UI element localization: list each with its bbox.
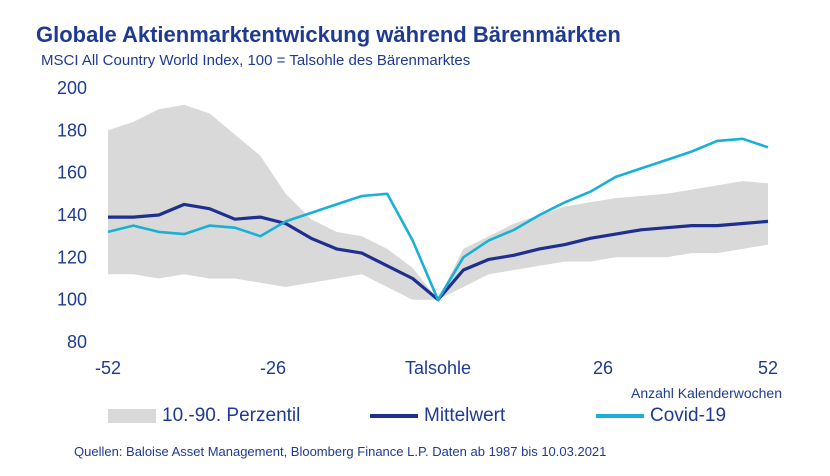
x-tick-label: -52 <box>95 358 121 378</box>
x-tick-label: Talsohle <box>405 358 471 378</box>
legend-item-band: 10.-90. Perzentil <box>108 405 300 427</box>
x-tick-label: 52 <box>758 358 778 378</box>
percentile-band-area <box>108 104 768 300</box>
source-note: Quellen: Baloise Asset Management, Bloom… <box>74 444 607 459</box>
legend-item-covid: Covid-19 <box>596 405 726 427</box>
y-tick-label: 140 <box>57 205 87 225</box>
x-tick-label: 26 <box>593 358 613 378</box>
legend-covid-label: Covid-19 <box>650 405 727 426</box>
covid-line <box>107 137 769 302</box>
y-tick-label: 160 <box>57 163 87 183</box>
y-tick-label: 120 <box>57 247 87 267</box>
series-lines-layer <box>107 137 769 302</box>
chart-title: Globale Aktienmarktentwickung während Bä… <box>36 22 621 47</box>
x-axis-label: Anzahl Kalenderwochen <box>631 385 782 401</box>
y-axis-ticks: 80 100 120 140 160 180 200 <box>57 78 87 352</box>
legend-mean-swatch <box>370 414 418 418</box>
legend-covid-swatch <box>596 414 644 418</box>
x-tick-label: -26 <box>260 358 286 378</box>
legend-mean-label: Mittelwert <box>424 405 506 426</box>
legend-band-label: 10.-90. Perzentil <box>162 405 301 426</box>
legend-band-swatch <box>108 409 156 423</box>
y-tick-label: 80 <box>67 332 87 352</box>
legend-item-mean: Mittelwert <box>370 405 505 427</box>
y-tick-label: 100 <box>57 290 87 310</box>
y-tick-label: 200 <box>57 78 87 98</box>
percentile-band-layer <box>108 104 768 300</box>
chart-subtitle: MSCI All Country World Index, 100 = Tals… <box>41 52 471 69</box>
legend: 10.-90. Perzentil Mittelwert Covid-19 <box>108 405 808 431</box>
x-axis-ticks: -52 -26 Talsohle 26 52 <box>95 358 778 378</box>
y-tick-label: 180 <box>57 120 87 140</box>
